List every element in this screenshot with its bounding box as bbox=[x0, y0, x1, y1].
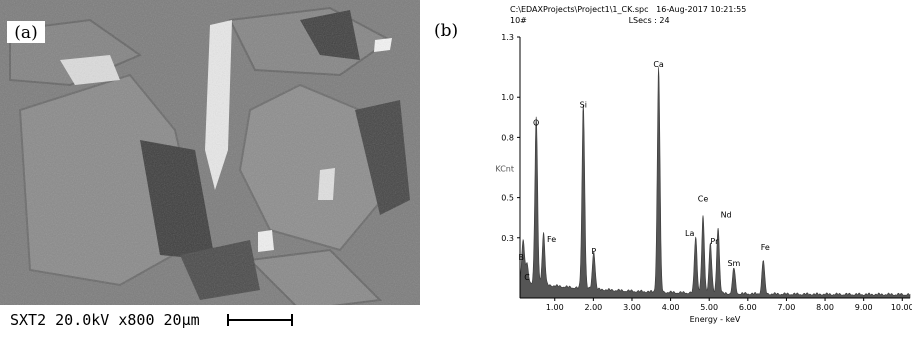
x-tick-label: 1.00 bbox=[546, 303, 564, 312]
y-tick-label: 0.8 bbox=[501, 133, 514, 142]
peak-label-fe: Fe bbox=[761, 243, 770, 252]
sem-grain-texture bbox=[0, 0, 420, 333]
peak-label-ce: Ce bbox=[698, 195, 709, 204]
x-tick-label: 9.00 bbox=[855, 303, 873, 312]
peak-label-ca: Ca bbox=[653, 60, 664, 69]
sem-scale-bar-text: SXT2 20.0kV x800 20μm bbox=[10, 311, 200, 329]
sem-micrograph-panel: (a) SXT2 20.0kV x800 20μm bbox=[0, 0, 420, 333]
peak-label-la: La bbox=[685, 229, 694, 238]
y-tick-label: 1.0 bbox=[501, 93, 514, 102]
eds-peak-labels: B C O Fe Si P Ca La Ce Pr Nd Sm Fe bbox=[518, 60, 770, 282]
y-tick-label: 1.3 bbox=[501, 33, 514, 42]
peak-label-fe: Fe bbox=[547, 235, 556, 244]
x-tick-label: 6.00 bbox=[739, 303, 757, 312]
sem-info-bar bbox=[0, 305, 420, 333]
x-tick-label: 3.00 bbox=[623, 303, 641, 312]
x-tick-label: 7.00 bbox=[778, 303, 796, 312]
sem-micrograph: (a) SXT2 20.0kV x800 20μm bbox=[0, 0, 420, 333]
sem-label-box bbox=[7, 21, 45, 43]
peak-label-nd: Nd bbox=[721, 211, 732, 220]
x-tick-label: 4.00 bbox=[662, 303, 680, 312]
y-tick-label: 0.5 bbox=[501, 194, 514, 203]
eds-panel-label: (b) bbox=[434, 21, 458, 41]
eds-header-line2: 10# LSecs : 24 bbox=[510, 16, 670, 25]
eds-header-line1: C:\EDAXProjects\Project1\1_CK.spc 16-Aug… bbox=[510, 5, 746, 14]
peak-label-b: B bbox=[518, 253, 524, 262]
peak-label-si: Si bbox=[580, 100, 587, 109]
peak-label-c: C bbox=[524, 273, 530, 282]
spectrum-area bbox=[519, 67, 911, 299]
x-axis-label: Energy - keV bbox=[690, 315, 741, 324]
peak-label-o: O bbox=[533, 118, 539, 127]
eds-plot-area bbox=[519, 67, 911, 299]
x-tick-label: 2.00 bbox=[584, 303, 602, 312]
x-tick-label: 5.00 bbox=[700, 303, 718, 312]
y-axis-label: KCnt bbox=[495, 165, 514, 174]
eds-spectrum-chart: (b) C:\EDAXProjects\Project1\1_CK.spc 16… bbox=[434, 5, 912, 324]
eds-spectrum-panel: (b) C:\EDAXProjects\Project1\1_CK.spc 16… bbox=[430, 0, 912, 333]
peak-label-sm: Sm bbox=[727, 259, 740, 268]
y-tick-label: 0.3 bbox=[501, 234, 514, 243]
x-tick-label: 10.00 bbox=[891, 303, 912, 312]
peak-label-p: P bbox=[591, 247, 596, 256]
peak-label-pr: Pr bbox=[710, 237, 719, 246]
x-tick-label: 8.00 bbox=[816, 303, 834, 312]
eds-axes: 0.3 0.5 0.8 1.0 1.3 KCnt 1.00 2.00 3.00 4.00 5.00 6… bbox=[495, 33, 912, 324]
sem-panel-label: (a) bbox=[14, 23, 37, 43]
